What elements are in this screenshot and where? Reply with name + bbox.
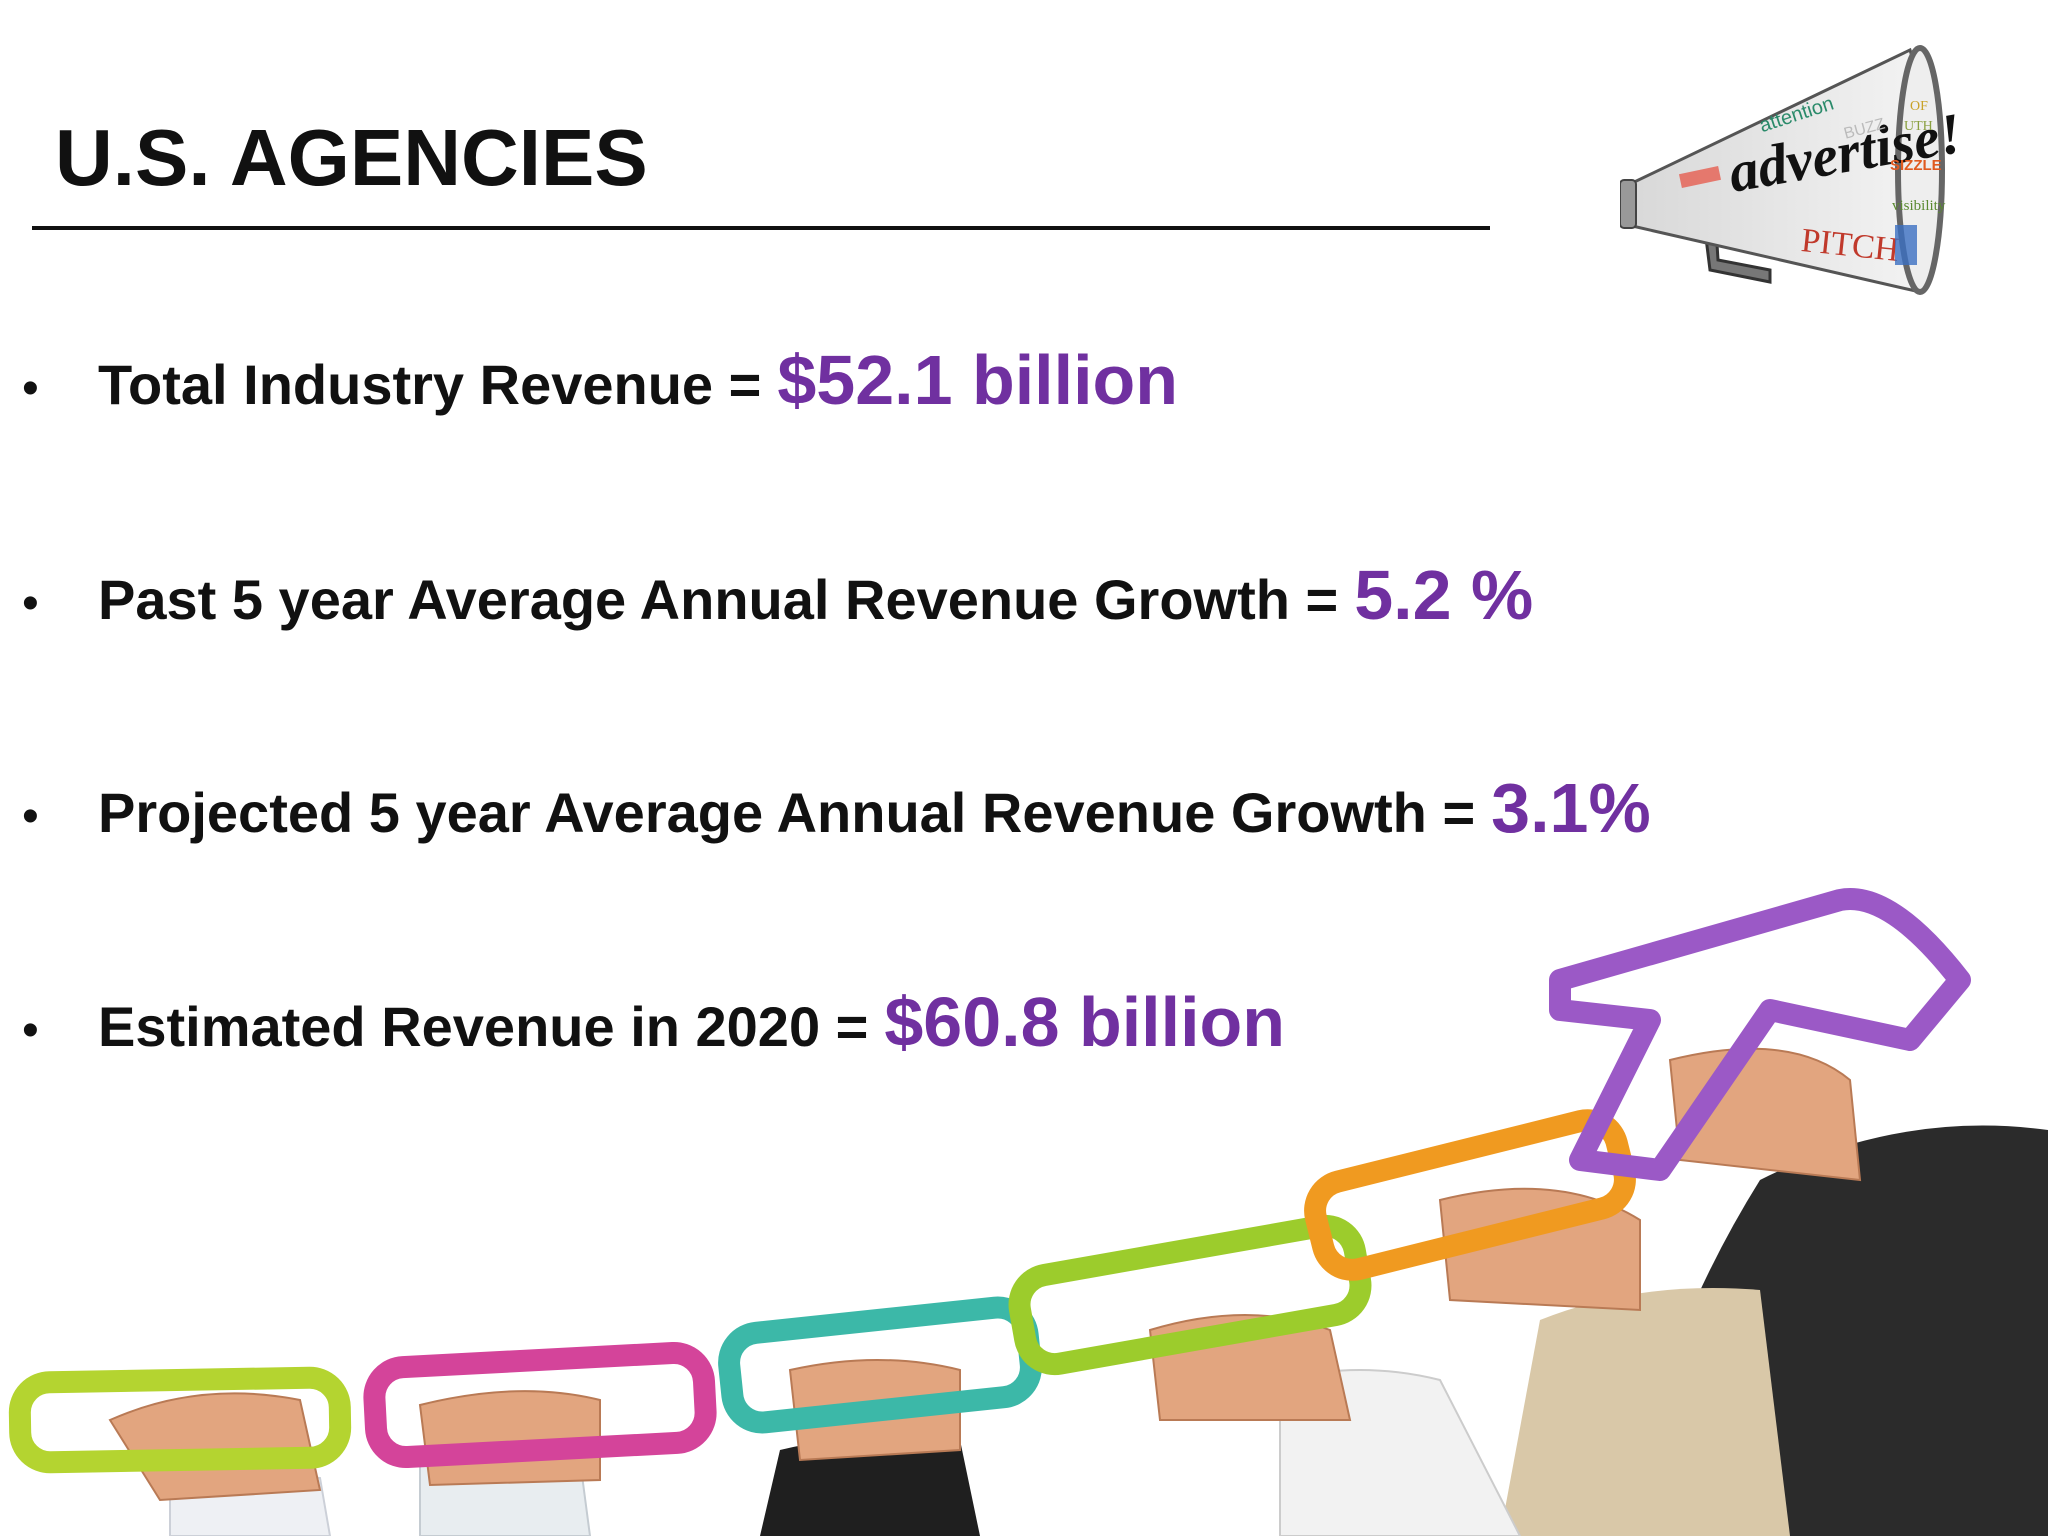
bullet-label: Past 5 year Average Annual Revenue Growt… (98, 568, 1339, 631)
bullet-value: $52.1 billion (777, 341, 1179, 419)
bullet-projected-growth: • Projected 5 year Average Annual Revenu… (22, 768, 1651, 858)
bullet-past-growth: • Past 5 year Average Annual Revenue Gro… (22, 555, 1533, 645)
bullet-marker: • (22, 362, 39, 415)
bullet-marker: • (22, 1004, 39, 1057)
megaphone-word-of: OF (1910, 99, 1928, 114)
megaphone-word-sizzle: SIZZLE (1890, 157, 1942, 174)
bullet-value: 5.2 % (1354, 556, 1534, 634)
bullet-estimated-revenue: • Estimated Revenue in 2020 = $60.8 bill… (22, 982, 1285, 1072)
ring-magenta (363, 1341, 717, 1469)
megaphone-advertise-image: advertise! attention BUZZ PITCH SIZZLE v… (1620, 45, 1967, 295)
bullet-label: Projected 5 year Average Annual Revenue … (98, 781, 1476, 844)
hands-holding-rings-image (8, 888, 2048, 1536)
bullet-marker: • (22, 790, 39, 843)
bullet-label: Estimated Revenue in 2020 = (98, 995, 869, 1058)
bullet-value: 3.1% (1491, 769, 1651, 847)
ring-purple-arrow (1549, 888, 1971, 1181)
bullet-label: Total Industry Revenue = (98, 353, 762, 416)
megaphone-word-visibility: visibility (1892, 198, 1946, 214)
bullet-value: $60.8 billion (884, 983, 1286, 1061)
ring-yellow-green (8, 1366, 352, 1474)
megaphone-word-uth: UTH (1904, 119, 1933, 134)
bullet-total-revenue: • Total Industry Revenue = $52.1 billion (22, 340, 1178, 430)
slide-title: U.S. AGENCIES (55, 113, 648, 202)
title-underline (32, 226, 1490, 230)
bullet-marker: • (22, 577, 39, 630)
